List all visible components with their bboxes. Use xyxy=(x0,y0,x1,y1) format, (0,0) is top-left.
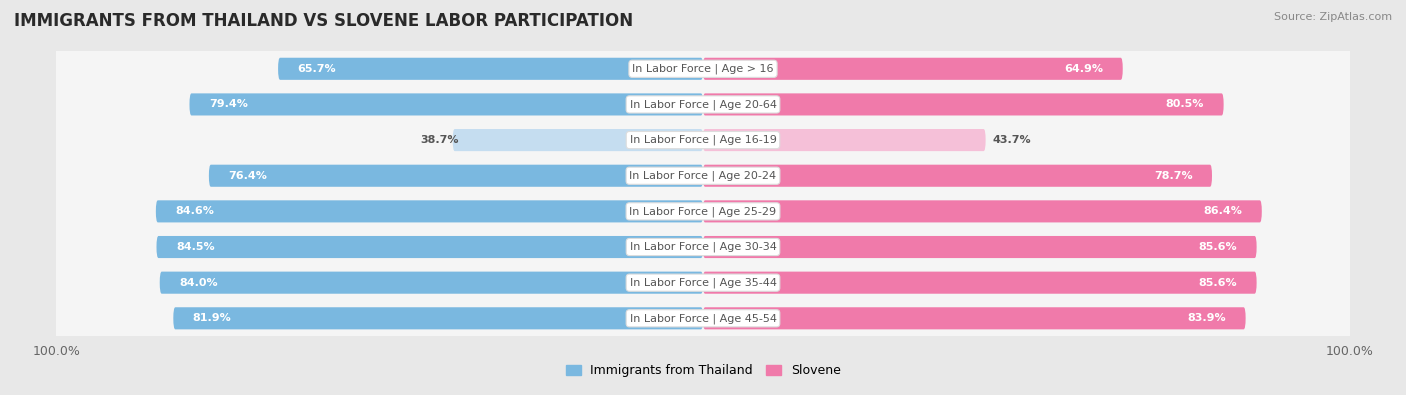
Text: 85.6%: 85.6% xyxy=(1198,278,1237,288)
Text: 84.0%: 84.0% xyxy=(179,278,218,288)
FancyBboxPatch shape xyxy=(44,51,1362,87)
FancyBboxPatch shape xyxy=(160,272,703,294)
FancyBboxPatch shape xyxy=(278,58,703,80)
Text: 64.9%: 64.9% xyxy=(1064,64,1104,74)
Text: 84.6%: 84.6% xyxy=(176,206,214,216)
FancyBboxPatch shape xyxy=(44,194,1362,229)
FancyBboxPatch shape xyxy=(44,87,1362,122)
Text: In Labor Force | Age 20-64: In Labor Force | Age 20-64 xyxy=(630,99,776,110)
Text: 78.7%: 78.7% xyxy=(1154,171,1192,181)
Text: In Labor Force | Age 25-29: In Labor Force | Age 25-29 xyxy=(630,206,776,216)
Text: In Labor Force | Age > 16: In Labor Force | Age > 16 xyxy=(633,64,773,74)
FancyBboxPatch shape xyxy=(44,265,1362,301)
Text: 84.5%: 84.5% xyxy=(176,242,215,252)
Text: In Labor Force | Age 45-54: In Labor Force | Age 45-54 xyxy=(630,313,776,324)
Text: IMMIGRANTS FROM THAILAND VS SLOVENE LABOR PARTICIPATION: IMMIGRANTS FROM THAILAND VS SLOVENE LABO… xyxy=(14,12,633,30)
Text: In Labor Force | Age 35-44: In Labor Force | Age 35-44 xyxy=(630,277,776,288)
FancyBboxPatch shape xyxy=(703,129,986,151)
Text: 79.4%: 79.4% xyxy=(209,100,247,109)
Text: 38.7%: 38.7% xyxy=(420,135,460,145)
Text: 43.7%: 43.7% xyxy=(993,135,1031,145)
FancyBboxPatch shape xyxy=(703,307,1246,329)
FancyBboxPatch shape xyxy=(173,307,703,329)
FancyBboxPatch shape xyxy=(190,93,703,115)
Text: 85.6%: 85.6% xyxy=(1198,242,1237,252)
FancyBboxPatch shape xyxy=(44,122,1362,158)
Text: In Labor Force | Age 20-24: In Labor Force | Age 20-24 xyxy=(630,171,776,181)
Text: 86.4%: 86.4% xyxy=(1204,206,1243,216)
Legend: Immigrants from Thailand, Slovene: Immigrants from Thailand, Slovene xyxy=(565,364,841,377)
FancyBboxPatch shape xyxy=(703,58,1123,80)
FancyBboxPatch shape xyxy=(703,165,1212,187)
FancyBboxPatch shape xyxy=(44,229,1362,265)
Text: Source: ZipAtlas.com: Source: ZipAtlas.com xyxy=(1274,12,1392,22)
FancyBboxPatch shape xyxy=(453,129,703,151)
Text: 83.9%: 83.9% xyxy=(1188,313,1226,324)
FancyBboxPatch shape xyxy=(703,200,1261,222)
Text: 81.9%: 81.9% xyxy=(193,313,232,324)
FancyBboxPatch shape xyxy=(156,200,703,222)
FancyBboxPatch shape xyxy=(44,301,1362,336)
FancyBboxPatch shape xyxy=(156,236,703,258)
Text: 80.5%: 80.5% xyxy=(1166,100,1204,109)
FancyBboxPatch shape xyxy=(703,93,1223,115)
FancyBboxPatch shape xyxy=(703,272,1257,294)
FancyBboxPatch shape xyxy=(703,236,1257,258)
Text: 76.4%: 76.4% xyxy=(228,171,267,181)
Text: In Labor Force | Age 30-34: In Labor Force | Age 30-34 xyxy=(630,242,776,252)
Text: In Labor Force | Age 16-19: In Labor Force | Age 16-19 xyxy=(630,135,776,145)
Text: 65.7%: 65.7% xyxy=(298,64,336,74)
FancyBboxPatch shape xyxy=(209,165,703,187)
FancyBboxPatch shape xyxy=(44,158,1362,194)
